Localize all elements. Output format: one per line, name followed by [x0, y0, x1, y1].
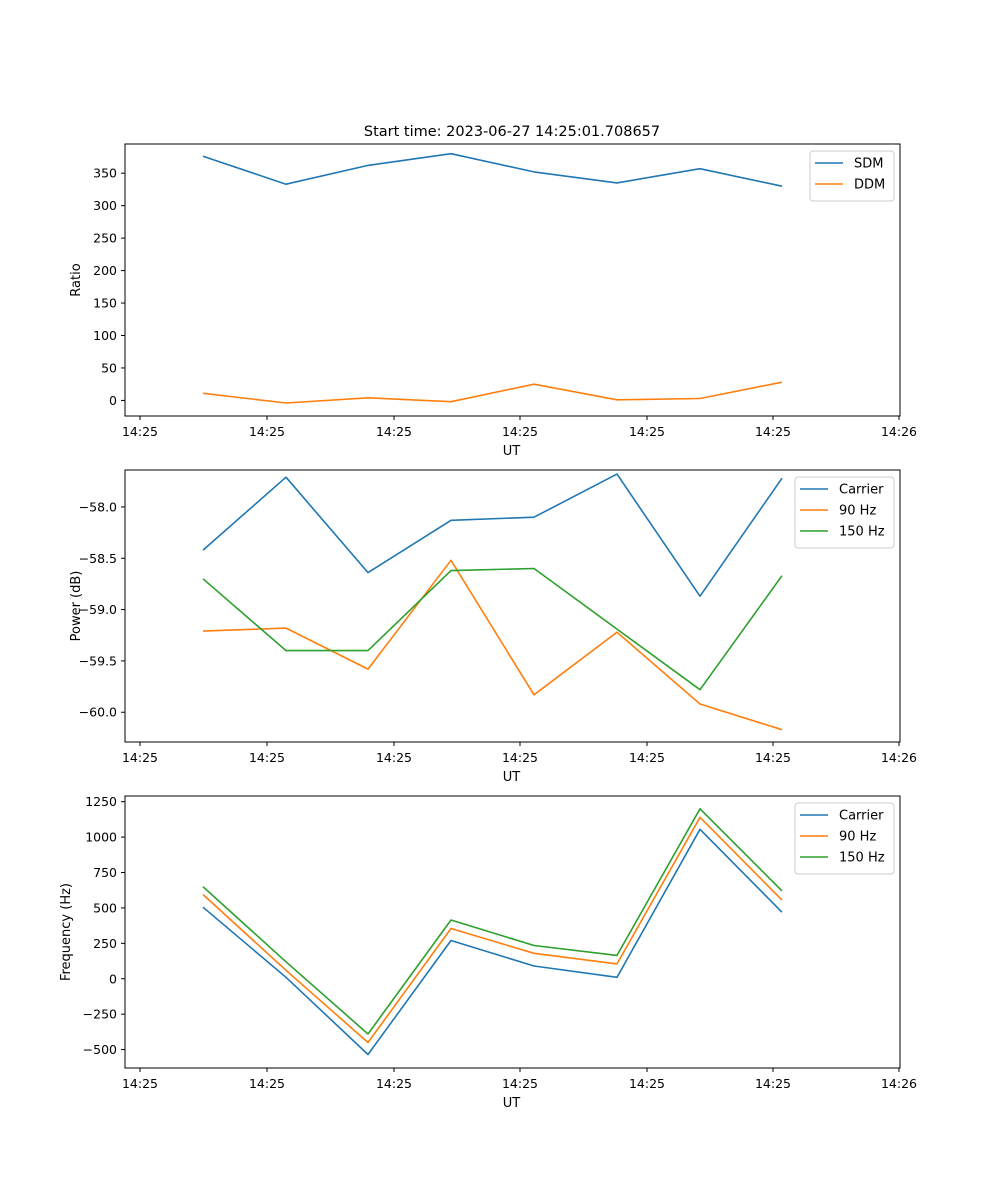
x-tick-label: 14:25: [502, 424, 538, 439]
x-tick-label: 14:25: [502, 1076, 538, 1091]
legend-label: Carrier: [839, 809, 884, 824]
x-axis-label: UT: [503, 1096, 521, 1111]
y-tick-label: −59.5: [79, 653, 117, 668]
x-tick-label: 14:26: [881, 750, 917, 765]
y-tick-label: −60.0: [79, 705, 117, 720]
x-axis-label: UT: [503, 770, 521, 785]
x-tick-label: 14:25: [376, 750, 412, 765]
axes-frame: [124, 143, 901, 417]
figure-title: Start time: 2023-06-27 14:25:01.708657: [364, 124, 660, 140]
x-tick-label: 14:26: [881, 1076, 917, 1091]
x-tick-label: 14:25: [376, 424, 412, 439]
y-tick-label: 100: [93, 328, 117, 343]
x-tick-label: 14:25: [249, 424, 285, 439]
legend-label: SDM: [854, 157, 883, 172]
series-line-sdm: [202, 152, 783, 187]
legend-label: 150 Hz: [839, 851, 885, 866]
x-tick-label: 14:25: [249, 1076, 285, 1091]
series-line-90-hz: [202, 559, 783, 731]
y-tick-label: 200: [93, 263, 117, 278]
x-tick-label: 14:25: [629, 1076, 665, 1091]
y-tick-label: −59.0: [79, 602, 117, 617]
x-tick-label: 14:25: [122, 424, 158, 439]
y-tick-label: −500: [83, 1042, 117, 1057]
series-line-150-hz: [202, 567, 783, 691]
x-tick-label: 14:25: [122, 750, 158, 765]
legend: SDM DDM: [809, 150, 895, 202]
series-line-ddm: [202, 381, 783, 404]
subplot-1: 14:25 14:25 14:25 14:25 14:25 14:25 14:26 0 50 10…: [69, 143, 917, 459]
y-axis-label: Power (dB): [69, 571, 84, 642]
x-tick-label: 14:25: [502, 750, 538, 765]
y-tick-label: 0: [109, 393, 117, 408]
y-tick-label: 350: [93, 166, 117, 181]
subplot-2: 14:25 14:25 14:25 14:25 14:25 14:25 14:26 −60.0…: [69, 469, 917, 785]
subplot-3: 14:25 14:25 14:25 14:25 14:25 14:25 14:26 −500 −…: [59, 794, 917, 1111]
axes-frame: [124, 795, 901, 1069]
x-tick-label: 14:25: [629, 424, 665, 439]
y-tick-label: 750: [93, 865, 117, 880]
y-tick-label: 250: [93, 936, 117, 951]
y-tick-label: −58.0: [79, 499, 117, 514]
x-tick-label: 14:25: [249, 750, 285, 765]
y-tick-label: 250: [93, 231, 117, 246]
x-tick-label: 14:25: [376, 1076, 412, 1091]
y-tick-label: 1000: [85, 830, 117, 845]
y-tick-label: −250: [83, 1007, 117, 1022]
y-axis-label: Ratio: [69, 263, 84, 296]
legend-label: 90 Hz: [839, 830, 876, 845]
x-tick-label: 14:25: [755, 750, 791, 765]
series-line-carrier: [202, 473, 783, 598]
series-line-90-hz: [202, 816, 783, 1044]
y-tick-label: 500: [93, 900, 117, 915]
subplots: 14:25 14:25 14:25 14:25 14:25 14:25 14:26 0 50 10…: [59, 143, 917, 1111]
y-axis-label: Frequency (Hz): [59, 883, 74, 981]
y-tick-label: 0: [109, 971, 117, 986]
series-line-150-hz: [202, 807, 783, 1035]
y-tick-label: 300: [93, 198, 117, 213]
legend: Carrier 90 Hz 150 Hz: [794, 802, 895, 875]
y-tick-label: 150: [93, 296, 117, 311]
x-tick-label: 14:25: [755, 1076, 791, 1091]
y-tick-label: 1250: [85, 794, 117, 809]
x-tick-label: 14:25: [122, 1076, 158, 1091]
y-tick-label: −58.5: [79, 551, 117, 566]
legend-label: Carrier: [839, 483, 884, 498]
x-tick-label: 14:25: [755, 424, 791, 439]
x-axis-label: UT: [503, 444, 521, 459]
x-tick-label: 14:26: [881, 424, 917, 439]
axes-frame: [124, 469, 901, 743]
legend-label: DDM: [854, 178, 885, 193]
series-line-carrier: [202, 828, 783, 1056]
legend-label: 150 Hz: [839, 525, 885, 540]
y-tick-label: 50: [101, 360, 117, 375]
legend: Carrier 90 Hz 150 Hz: [794, 476, 895, 549]
legend-label: 90 Hz: [839, 504, 876, 519]
x-tick-label: 14:25: [629, 750, 665, 765]
